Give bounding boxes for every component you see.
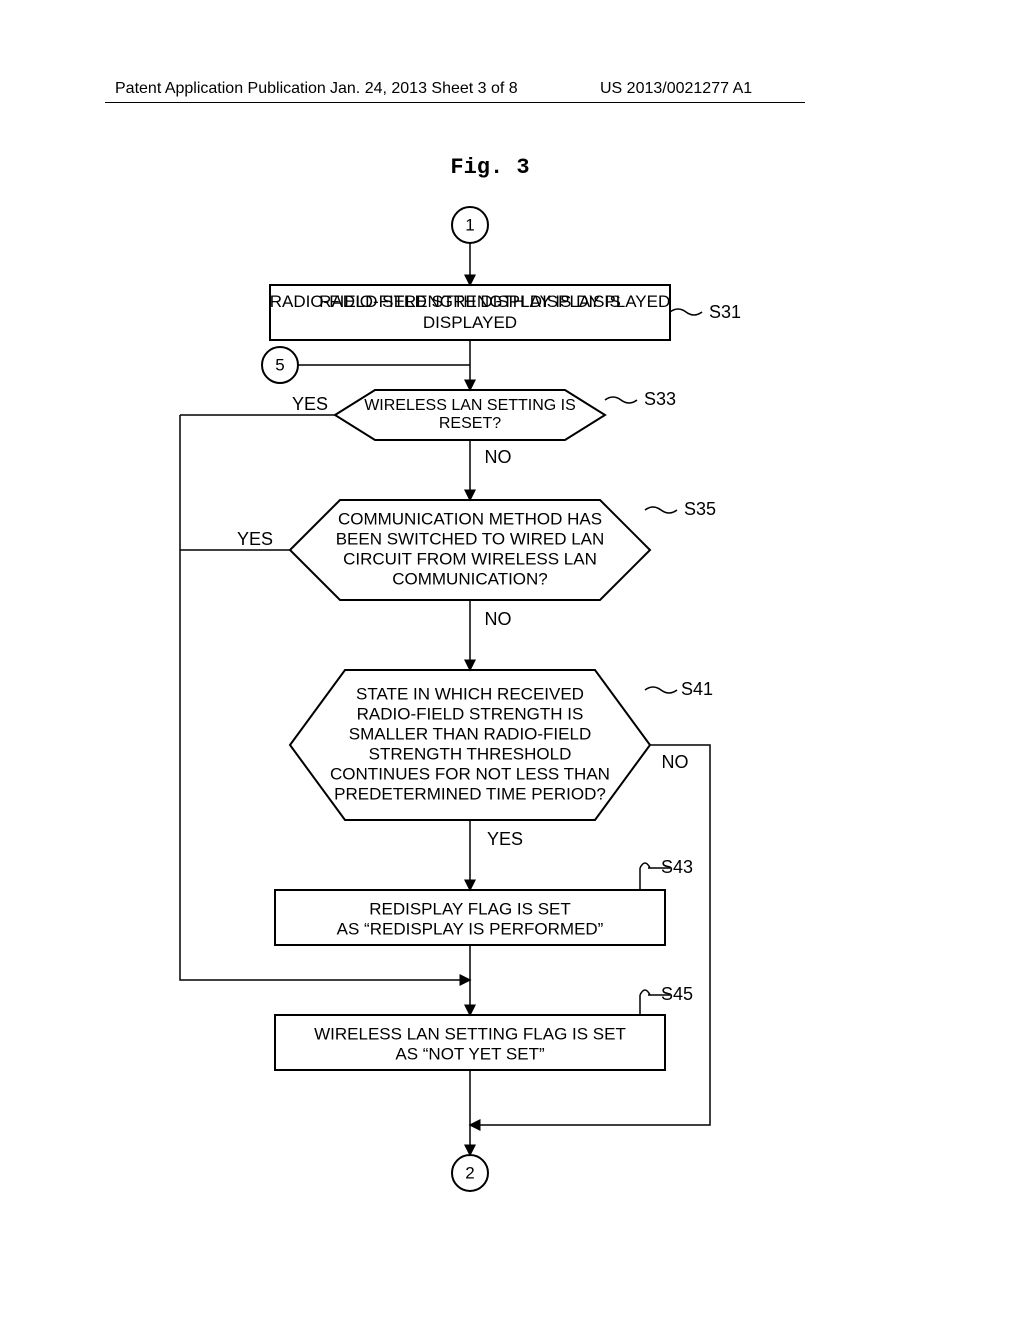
no-s41: NO (662, 752, 689, 772)
tilde-s41 (645, 687, 677, 693)
connector-1-label: 1 (465, 215, 474, 234)
s35-l2: BEEN SWITCHED TO WIRED LAN (336, 529, 605, 548)
label-s45: S45 (661, 984, 693, 1004)
flowchart: 1 RADIO-FIELD STRENGTH DISPLAY IS DISPLA… (150, 200, 850, 1205)
header-pubnumber: US 2013/0021277 A1 (600, 80, 752, 98)
header-rule (105, 102, 805, 103)
s41-l5: CONTINUES FOR NOT LESS THAN (330, 764, 610, 783)
yes-s41: YES (487, 829, 523, 849)
label-s43: S43 (661, 857, 693, 877)
s43-l1: REDISPLAY FLAG IS SET (369, 899, 571, 918)
label-s33: S33 (644, 389, 676, 409)
tilde-s31 (670, 309, 702, 315)
no-s33: NO (485, 447, 512, 467)
s45-l2: AS “NOT YET SET” (395, 1044, 545, 1063)
box-s31-text: RADIO-FIELD STRENGTH DISPLAY IS DISPLAYE… (270, 292, 670, 333)
s35-l3: CIRCUIT FROM WIRELESS LAN (343, 549, 597, 568)
header-date-sheet: Jan. 24, 2013 Sheet 3 of 8 (330, 80, 518, 98)
s35-l4: COMMUNICATION? (392, 569, 548, 588)
label-s31: S31 (709, 302, 741, 322)
s43-l2: AS “REDISPLAY IS PERFORMED” (337, 919, 604, 938)
s45-l1: WIRELESS LAN SETTING FLAG IS SET (314, 1024, 626, 1043)
decision-s33-text: WIRELESS LAN SETTING IS RESET? (350, 397, 590, 432)
s41-l3: SMALLER THAN RADIO-FIELD (349, 724, 591, 743)
tilde-s35 (645, 507, 677, 513)
tilde-s33 (605, 397, 637, 403)
yes-s35: YES (237, 529, 273, 549)
label-s35: S35 (684, 499, 716, 519)
s41-l4: STRENGTH THRESHOLD (369, 744, 572, 763)
no-s35: NO (485, 609, 512, 629)
s35-l1: COMMUNICATION METHOD HAS (338, 509, 602, 528)
header-publication: Patent Application Publication (115, 80, 326, 98)
s41-l6: PREDETERMINED TIME PERIOD? (334, 784, 606, 803)
connector-2-label: 2 (465, 1163, 474, 1182)
connector-5-label: 5 (275, 355, 284, 374)
s41-l2: RADIO-FIELD STRENGTH IS (357, 704, 584, 723)
yes-s33: YES (292, 394, 328, 414)
figure-title: Fig. 3 (300, 155, 680, 180)
label-s41: S41 (681, 679, 713, 699)
s41-l1: STATE IN WHICH RECEIVED (356, 684, 584, 703)
